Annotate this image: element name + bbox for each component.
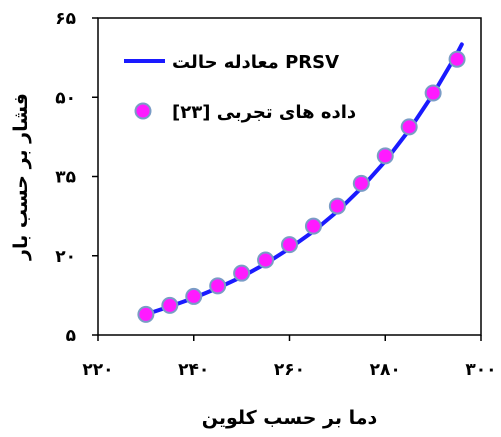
- y-tick-label: ۶۵: [55, 9, 76, 29]
- y-axis: ۵ ۲۰ ۳۵ ۵۰ ۶۵: [55, 9, 98, 346]
- experimental-point: [137, 305, 155, 323]
- experimental-point: [448, 50, 466, 68]
- y-tick-label: ۳۵: [55, 168, 76, 188]
- prsv-curve: [143, 42, 464, 317]
- experimental-point: [209, 277, 227, 295]
- y-axis-title: فشار بر حسب بار: [10, 93, 32, 261]
- x-axis: ۲۲۰ ۲۴۰ ۲۶۰ ۲۸۰ ۳۰۰: [82, 335, 497, 380]
- x-tick-label: ۲۸۰: [370, 360, 401, 380]
- x-tick-label: ۲۴۰: [178, 360, 209, 380]
- experimental-point: [376, 147, 394, 165]
- experimental-point: [424, 84, 442, 102]
- y-tick-label: ۵۰: [55, 88, 76, 108]
- series-layer: [137, 42, 466, 323]
- legend: معادله حالت PRSV داده های تجربی [۲۳]: [124, 52, 356, 123]
- experimental-point: [400, 118, 418, 136]
- x-tick-label: ۲۲۰: [82, 360, 113, 380]
- experimental-point: [281, 236, 298, 254]
- x-tick-label: ۲۶۰: [274, 360, 305, 380]
- experimental-point: [257, 251, 275, 269]
- legend-label-prsv: معادله حالت PRSV: [172, 52, 339, 73]
- legend-marker-swatch: [134, 102, 152, 120]
- experimental-point: [304, 217, 322, 235]
- experimental-point: [352, 174, 370, 192]
- experimental-point: [161, 296, 179, 314]
- x-tick-label: ۳۰۰: [465, 360, 496, 380]
- legend-label-experimental: داده های تجربی [۲۳]: [172, 102, 356, 123]
- y-tick-label: ۲۰: [55, 247, 76, 267]
- experimental-point: [328, 197, 346, 215]
- y-tick-label: ۵: [66, 326, 76, 346]
- x-axis-title: دما بر حسب کلوین: [202, 407, 378, 429]
- experimental-point: [185, 287, 203, 305]
- experimental-point: [233, 264, 251, 282]
